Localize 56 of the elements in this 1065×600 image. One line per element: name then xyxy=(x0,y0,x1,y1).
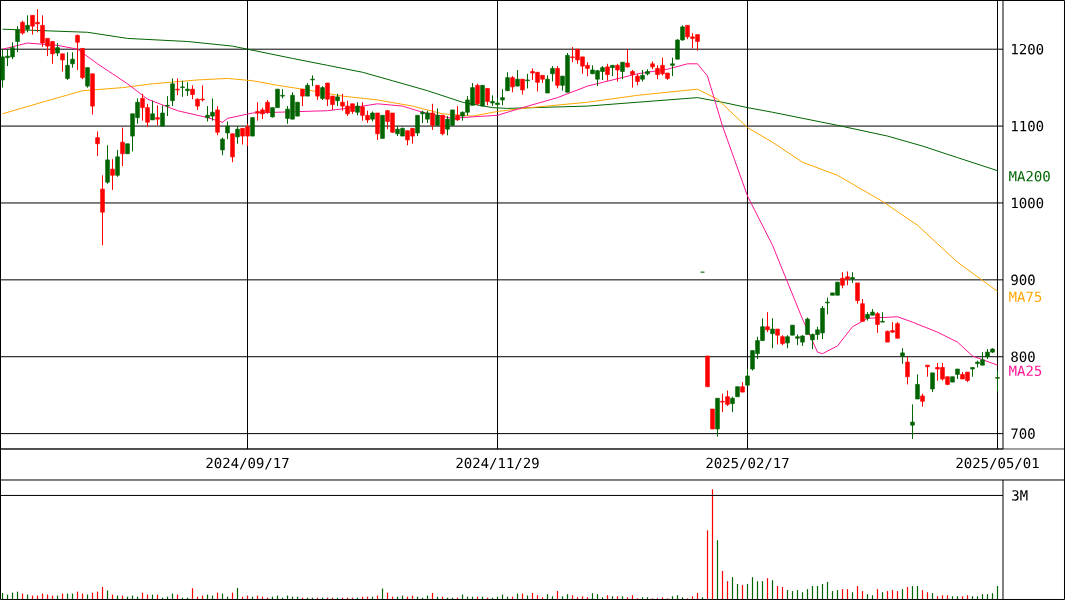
y-tick-label: 1100 xyxy=(1012,120,1044,132)
candlestick xyxy=(915,373,920,400)
x-tick-label: 2024/09/17 xyxy=(206,457,289,470)
y-tick-label: 700 xyxy=(1011,428,1035,439)
candlestick xyxy=(505,71,510,92)
line-series xyxy=(2,77,998,292)
y-tick-label: 1000 xyxy=(1012,197,1044,209)
candlestick xyxy=(170,77,175,107)
candlestick xyxy=(110,158,115,191)
candlestick xyxy=(430,103,435,131)
candlestick xyxy=(85,67,90,89)
candlestick xyxy=(95,130,100,157)
y-tick-label: 800 xyxy=(1011,351,1035,363)
candlestick xyxy=(250,117,255,137)
candlestick xyxy=(440,114,445,136)
candlestick xyxy=(930,372,935,393)
candlestick xyxy=(710,408,715,430)
candlestick xyxy=(415,114,420,137)
candlestick xyxy=(880,311,885,323)
candlestick xyxy=(215,105,220,136)
ref-line-label: 3M xyxy=(1012,490,1028,501)
candlestick xyxy=(150,100,155,121)
candlestick xyxy=(475,83,480,106)
y-tick-label: 1200 xyxy=(1012,43,1044,55)
x-tick-label: 2024/11/29 xyxy=(456,457,539,470)
line-series xyxy=(2,42,998,366)
candlestick xyxy=(155,104,160,126)
candlestick xyxy=(65,51,70,81)
candlestick xyxy=(165,95,170,117)
candlestick xyxy=(905,356,910,385)
candlestick xyxy=(875,311,880,334)
candlestick xyxy=(480,84,485,107)
candlestick xyxy=(910,403,915,440)
series-label: MA25 xyxy=(1009,365,1042,377)
candlestick xyxy=(625,48,630,69)
series-label: MA200 xyxy=(1009,170,1050,182)
candlestick xyxy=(75,34,80,71)
candlestick xyxy=(770,317,775,349)
x-tick-label: 2025/05/01 xyxy=(956,457,1039,470)
x-tick-label: 2025/02/17 xyxy=(706,457,789,470)
candlestick xyxy=(115,149,120,178)
candlestick xyxy=(555,65,560,89)
candlestick xyxy=(860,298,865,322)
candlestick xyxy=(855,282,860,305)
candlestick xyxy=(995,370,1000,392)
candlestick xyxy=(765,311,770,333)
series-label: MA75 xyxy=(1009,291,1042,303)
candlestick xyxy=(120,127,125,167)
candlestick xyxy=(160,104,165,127)
candlestick xyxy=(380,114,385,139)
candlestick xyxy=(670,57,675,77)
candlestick xyxy=(375,112,380,141)
y-tick-label: 900 xyxy=(1011,274,1035,286)
candlestick xyxy=(100,174,105,246)
candlestick xyxy=(230,133,235,163)
candlestick xyxy=(105,144,110,185)
